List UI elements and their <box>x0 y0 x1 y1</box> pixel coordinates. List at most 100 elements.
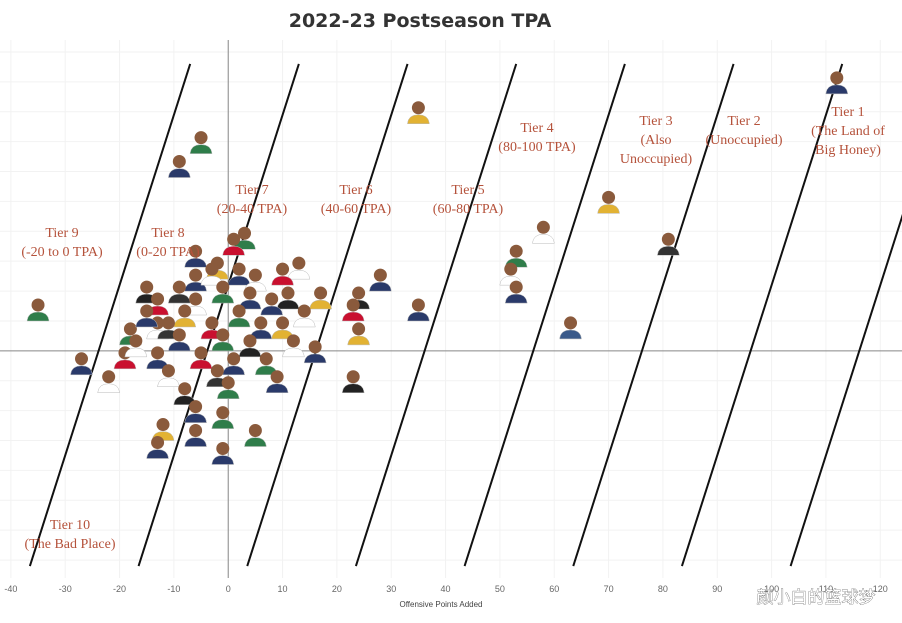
player-jersey <box>113 359 137 370</box>
x-tick-labels: -40 -30 -20 -10 0 10 20 30 40 50 60 70 80 90 100 110 120 <box>4 584 887 594</box>
player-head <box>221 376 235 390</box>
tier-label: Tier 10 <box>50 518 90 533</box>
player-head <box>216 441 230 455</box>
player-marker <box>70 352 93 376</box>
player-jersey <box>825 84 849 95</box>
player-jersey <box>26 311 50 322</box>
player-marker <box>222 232 245 256</box>
player-head <box>504 262 518 276</box>
player-marker <box>271 262 294 286</box>
tier-label: Tier 3 <box>639 114 672 129</box>
player-head <box>129 334 143 348</box>
player-jersey <box>184 437 207 447</box>
player-head <box>205 262 219 276</box>
player-head <box>248 424 262 438</box>
player-marker <box>146 346 169 370</box>
tier-label: (Also <box>640 133 671 148</box>
tier-label: (Unoccupied) <box>706 133 783 148</box>
player-marker <box>238 334 262 358</box>
player-jersey <box>168 168 191 178</box>
player-head <box>75 352 89 366</box>
player-jersey <box>532 234 555 244</box>
player-jersey <box>135 317 158 328</box>
player-marker <box>189 346 213 370</box>
player-jersey <box>369 281 392 292</box>
x-tick-label: 20 <box>332 584 342 594</box>
player-head <box>189 400 203 414</box>
player-head <box>232 304 246 318</box>
player-jersey <box>244 437 267 447</box>
player-marker <box>211 328 235 352</box>
player-marker <box>499 262 523 286</box>
player-marker <box>184 244 207 268</box>
player-jersey <box>276 299 300 310</box>
x-tick-label: 10 <box>278 584 288 594</box>
player-head <box>151 292 165 306</box>
player-head <box>564 316 578 330</box>
player-points <box>26 71 849 465</box>
player-head <box>178 382 192 396</box>
player-jersey <box>341 311 365 322</box>
tier-label: Tier 5 <box>451 183 484 198</box>
player-marker <box>282 334 305 358</box>
player-head <box>140 304 154 318</box>
player-jersey <box>287 269 311 280</box>
player-jersey <box>146 449 169 459</box>
player-marker <box>135 304 158 328</box>
player-jersey <box>597 204 620 214</box>
player-head <box>830 71 844 85</box>
player-head <box>189 424 203 438</box>
player-marker <box>254 352 278 376</box>
player-marker <box>597 190 620 214</box>
player-jersey <box>260 305 283 316</box>
player-head <box>238 226 252 240</box>
x-tick-label: -20 <box>113 584 126 594</box>
player-marker <box>504 244 528 268</box>
player-head <box>205 316 219 330</box>
player-jersey <box>70 365 93 376</box>
player-marker <box>271 316 294 340</box>
tier-label: (80-100 TPA) <box>498 140 576 155</box>
tier-label: (-20 to 0 TPA) <box>21 245 103 260</box>
player-head <box>194 131 208 145</box>
x-tick-label: -10 <box>167 584 180 594</box>
player-head <box>172 155 186 169</box>
tier-label: Tier 1 <box>831 105 864 120</box>
player-head <box>352 322 366 336</box>
player-head <box>509 280 523 294</box>
x-tick-label: 40 <box>441 584 451 594</box>
player-jersey <box>249 329 273 340</box>
x-tick-label: 30 <box>386 584 396 594</box>
tier-label: Unoccupied) <box>620 152 693 167</box>
player-head <box>227 352 241 366</box>
player-marker <box>825 71 849 95</box>
tier-label: (The Bad Place) <box>25 537 116 552</box>
player-head <box>189 268 203 282</box>
x-tick-label: 120 <box>873 584 888 594</box>
tier-boundary-line <box>572 63 735 567</box>
player-head <box>292 256 306 270</box>
tier-label: (60-80 TPA) <box>433 202 504 217</box>
tier-label: Tier 6 <box>339 183 372 198</box>
player-marker <box>369 268 392 292</box>
player-marker <box>184 424 207 447</box>
player-marker <box>341 298 365 322</box>
player-jersey <box>211 341 235 352</box>
player-marker <box>189 131 213 154</box>
player-jersey <box>211 419 235 429</box>
player-head <box>172 280 186 294</box>
tier-boundary-line <box>354 63 518 567</box>
player-marker <box>211 441 235 465</box>
player-head <box>216 280 230 294</box>
player-jersey <box>184 413 207 423</box>
player-head <box>286 334 300 348</box>
tier-label: Tier 9 <box>45 226 78 241</box>
player-jersey <box>282 347 305 358</box>
player-marker <box>504 280 528 304</box>
x-tick-label: -30 <box>59 584 72 594</box>
player-marker <box>211 280 235 304</box>
player-marker <box>168 328 191 352</box>
player-head <box>178 304 192 318</box>
player-marker <box>168 280 191 304</box>
